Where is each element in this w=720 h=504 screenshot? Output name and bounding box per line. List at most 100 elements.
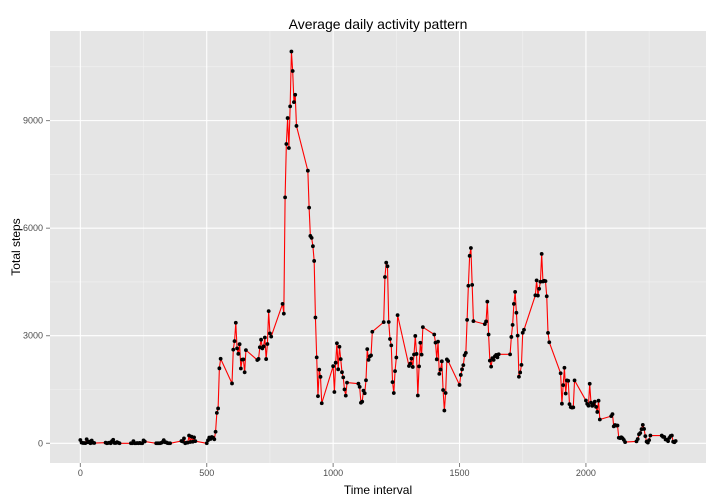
data-point [437, 372, 442, 376]
data-point [390, 380, 395, 384]
data-point [216, 406, 221, 411]
data-point [615, 423, 620, 428]
data-point [566, 378, 571, 383]
data-point [313, 315, 318, 320]
data-point [343, 393, 348, 398]
data-point [394, 355, 399, 360]
data-point [592, 399, 597, 404]
data-point [362, 391, 367, 396]
data-point [316, 394, 320, 399]
data-point [673, 439, 678, 443]
data-point [311, 244, 315, 249]
data-point [92, 441, 97, 445]
data-point [264, 357, 269, 361]
data-point [294, 124, 299, 128]
data-point [389, 343, 394, 348]
data-point [214, 410, 219, 415]
data-point [288, 104, 293, 109]
data-point [463, 350, 468, 355]
data-point [642, 427, 646, 431]
data-point [204, 441, 209, 446]
data-point [332, 390, 337, 394]
x-tick-label: 500 [199, 468, 214, 478]
data-point [648, 433, 653, 438]
data-point [519, 363, 524, 367]
data-point [584, 398, 588, 403]
data-point [438, 367, 443, 372]
data-point [331, 364, 336, 369]
data-point [571, 405, 576, 410]
data-point [360, 399, 365, 404]
data-point [638, 431, 643, 435]
y-axis-ticks: 0 3000 6000 9000 [23, 116, 50, 448]
data-point [508, 352, 512, 357]
data-point [547, 340, 552, 345]
data-point [467, 253, 472, 258]
data-point [446, 359, 451, 363]
data-point [281, 311, 286, 316]
data-point [341, 375, 346, 380]
data-point [357, 384, 362, 389]
data-point [232, 339, 237, 344]
data-point [586, 403, 591, 408]
data-point [643, 434, 648, 439]
data-point [233, 320, 238, 325]
data-point [595, 410, 600, 414]
data-point [469, 246, 473, 250]
data-point [520, 330, 525, 335]
data-point [465, 317, 470, 322]
data-point [460, 367, 464, 372]
data-point [84, 437, 89, 442]
data-point [635, 437, 640, 441]
data-point [518, 370, 523, 375]
data-point [418, 340, 423, 345]
data-point [383, 275, 387, 279]
data-point [212, 437, 217, 442]
data-point [237, 342, 242, 347]
data-point [495, 355, 500, 360]
data-point [461, 363, 466, 367]
data-point [309, 235, 314, 240]
series-line-group [79, 50, 677, 444]
data-point [496, 352, 501, 357]
data-point [489, 364, 494, 369]
data-point [414, 352, 419, 356]
data-point [640, 423, 645, 427]
data-point [256, 357, 261, 361]
data-point [244, 348, 248, 353]
data-point [236, 351, 241, 356]
data-point [587, 381, 592, 386]
data-point [385, 264, 390, 269]
data-point [259, 337, 263, 342]
data-point [262, 335, 267, 340]
data-point [336, 367, 341, 372]
data-point [558, 371, 563, 376]
data-point [647, 438, 652, 443]
data-point [434, 357, 439, 362]
data-point [391, 391, 396, 395]
data-point [286, 146, 291, 150]
data-point [193, 439, 198, 444]
data-point [417, 364, 421, 369]
data-point [340, 370, 344, 375]
data-point [318, 374, 323, 379]
data-point [342, 387, 347, 392]
data-point [314, 355, 319, 360]
data-point [261, 344, 266, 349]
y-tick-label: 6000 [23, 223, 43, 233]
data-point [307, 205, 312, 210]
data-point [535, 293, 540, 298]
data-point [442, 408, 447, 413]
data-point [333, 360, 338, 365]
x-tick-label: 0 [78, 468, 83, 478]
data-point [484, 319, 488, 324]
data-point [365, 347, 370, 352]
data-point [238, 366, 243, 371]
data-point [441, 388, 445, 392]
data-point [486, 332, 491, 337]
data-point [280, 301, 285, 306]
data-point [168, 441, 172, 446]
data-point [192, 435, 196, 440]
data-point [369, 353, 373, 358]
data-point [312, 259, 317, 263]
